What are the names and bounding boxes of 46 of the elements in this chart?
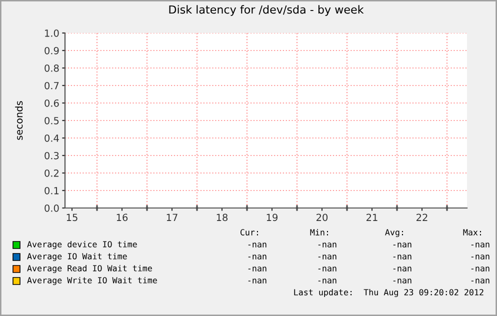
- text: -nan: [318, 242, 336, 248]
- y-tick-label: 0.6: [44, 99, 59, 107]
- text: Cur:: [240, 229, 258, 236]
- text: -nan: [471, 254, 490, 260]
- y-tick-label: 1.0: [45, 29, 59, 37]
- text: -nan: [248, 266, 266, 272]
- x-tick-label: 16: [116, 214, 128, 222]
- text: -nan: [318, 266, 336, 272]
- x-tick-label: 15: [66, 214, 78, 222]
- text: Max:: [463, 229, 481, 236]
- text: -nan: [393, 278, 412, 284]
- text: -nan: [471, 242, 490, 248]
- y-tick-label: 0.0: [44, 204, 59, 212]
- text: Avg:: [385, 229, 403, 238]
- x-tick-label: 20: [316, 214, 328, 222]
- y-tick-label: 0.3: [44, 152, 59, 160]
- y-axis-title: seconds: [15, 101, 23, 140]
- text: -nan: [318, 278, 336, 284]
- legend-label: Average device IO time: [27, 240, 137, 250]
- text: -nan: [471, 266, 490, 272]
- text: -nan: [248, 254, 266, 260]
- text: Min:: [310, 228, 328, 236]
- x-tick-label: 21: [366, 214, 378, 221]
- y-tick-label: 0.8: [44, 64, 59, 72]
- text: -nan: [318, 254, 336, 260]
- x-tick-label: 17: [166, 214, 178, 221]
- y-tick-label: 0.9: [44, 46, 59, 54]
- legend-label: Average Read IO Wait time: [27, 264, 152, 274]
- text: -nan: [393, 254, 412, 260]
- text: -nan: [471, 278, 490, 284]
- x-tick-label: 18: [216, 214, 228, 222]
- text: Last update: Thu Aug 23 09:20:02 2012: [294, 288, 484, 298]
- text: -nan: [393, 242, 412, 248]
- legend-label: Average Write IO Wait time: [27, 276, 157, 286]
- x-tick-label: 22: [416, 214, 428, 221]
- y-tick-label: 0.7: [44, 82, 59, 90]
- y-tick-label: 0.2: [44, 169, 58, 177]
- y-tick-label: 0.5: [44, 116, 59, 124]
- chart-title: Disk latency for /dev/sda - by week: [169, 5, 364, 16]
- x-tick-label: 19: [266, 214, 278, 222]
- text: -nan: [248, 242, 266, 248]
- text: -nan: [393, 266, 412, 272]
- legend-label: Average IO Wait time: [27, 252, 127, 262]
- text: -nan: [248, 278, 266, 284]
- y-tick-label: 0.1: [44, 186, 59, 194]
- y-tick-label: 0.4: [44, 134, 59, 142]
